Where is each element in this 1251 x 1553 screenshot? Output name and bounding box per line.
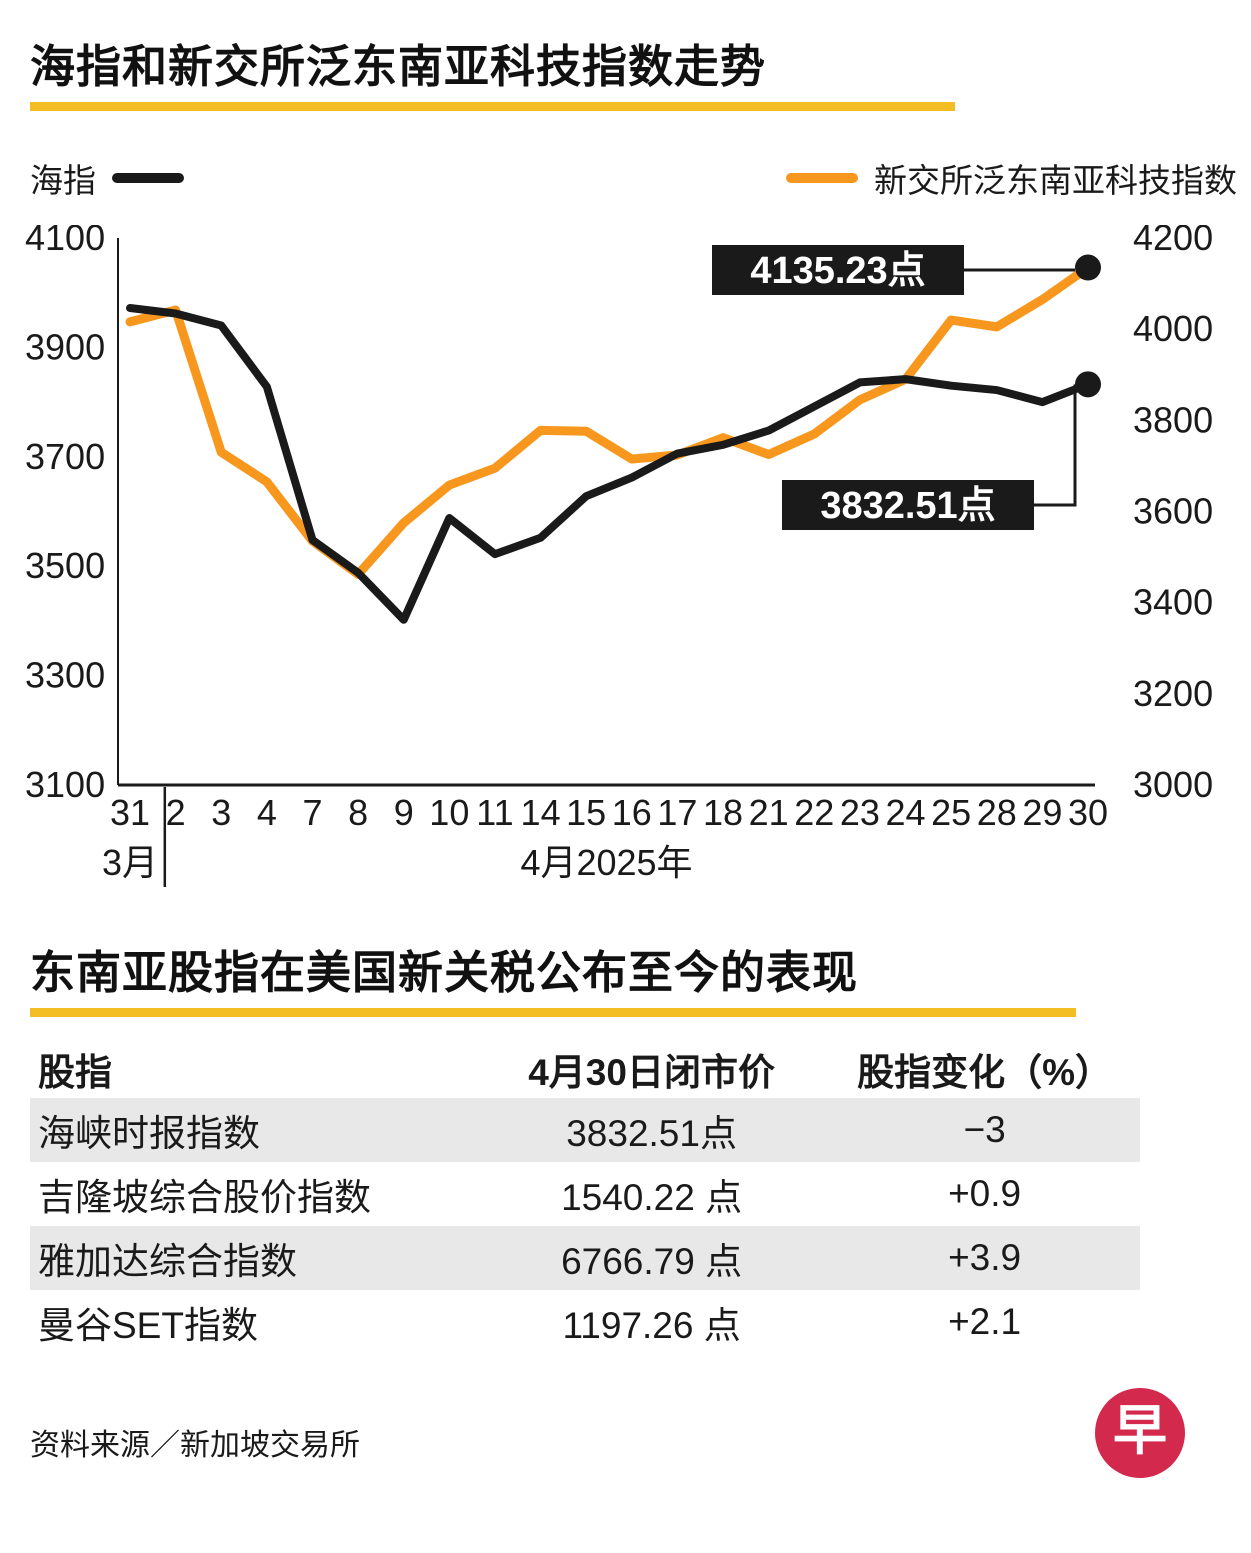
table-row: 曼谷SET指数 1197.26 点 +2.1: [30, 1290, 1140, 1354]
tech-series-line: [125, 263, 1093, 579]
x-axis-tick: 16: [612, 792, 652, 833]
left-axis-tick: 3700: [25, 436, 105, 477]
x-axis-tick: 17: [657, 792, 697, 833]
annotation-connector: [1034, 384, 1077, 507]
x-axis-tick: 18: [703, 792, 743, 833]
annotation-label: 3832.51点: [820, 485, 995, 527]
header-index: 股指: [38, 1052, 112, 1093]
right-axis-tick: 3800: [1133, 399, 1213, 440]
table-title-underline: [30, 1008, 1076, 1017]
left-axis-tick: 3900: [25, 326, 105, 367]
legend-tech-label: 新交所泛东南亚科技指数: [874, 162, 1237, 199]
x-axis-tick: 9: [394, 792, 414, 833]
table-row: 海峡时报指数 3832.51点 −3: [30, 1098, 1140, 1162]
x-axis-tick: 3: [211, 792, 231, 833]
right-axis-tick: 3400: [1133, 582, 1213, 623]
x-axis-tick: 29: [1022, 792, 1062, 833]
annotation-box: [712, 245, 964, 295]
table-header-row: 股指 4月30日闭市价 股指变化（%）: [30, 1040, 1140, 1098]
x-axis-tick: 21: [749, 792, 789, 833]
x-axis-tick: 4: [257, 792, 277, 833]
header-close-price: 4月30日闭市价: [528, 1052, 775, 1093]
table-title: 东南亚股指在美国新关税公布至今的表现: [30, 947, 859, 998]
right-axis-tick: 4200: [1133, 225, 1213, 258]
trend-chart: 3100 3300 3500 3700 3900 4100 3000 3200 3400 3600…: [25, 225, 1213, 887]
tech-line-swatch: [786, 173, 858, 183]
sti-series-line: [126, 304, 1092, 624]
change-value: +2.1: [948, 1301, 1022, 1342]
legend-item-sti: 海指: [30, 154, 184, 202]
right-axis-tick: 3000: [1133, 764, 1213, 805]
x-axis-tick: 25: [931, 792, 971, 833]
index-performance-table: 股指 4月30日闭市价 股指变化（%） 海峡时报指数 3832.51点 −3 吉…: [30, 1040, 1140, 1354]
left-axis-tick: 3300: [25, 655, 105, 696]
x-axis-tick: 10: [429, 792, 469, 833]
x-axis-tick: 22: [794, 792, 834, 833]
left-axis-tick: 3100: [25, 764, 105, 805]
index-name: 海峡时报指数: [38, 1113, 260, 1154]
right-axis-tick: 3600: [1133, 491, 1213, 532]
zaobao-logo: 早: [1095, 1388, 1185, 1478]
data-source: 资料来源／新加坡交易所: [30, 1429, 360, 1462]
x-axis-tick: 11: [476, 792, 513, 833]
sti-line-swatch: [112, 173, 184, 183]
right-axis-tick: 4000: [1133, 308, 1213, 349]
table-row: 雅加达综合指数 6766.79 点 +3.9: [30, 1226, 1140, 1290]
x-axis-tick: 14: [521, 792, 561, 833]
close-price: 1540.22 点: [561, 1177, 743, 1218]
index-name: 雅加达综合指数: [38, 1241, 297, 1282]
endpoint-dot: [1075, 254, 1101, 281]
x-axis-tick: 23: [840, 792, 880, 833]
chart-legend: 海指 新交所泛东南亚科技指数: [30, 158, 1237, 199]
change-value: +3.9: [948, 1237, 1022, 1278]
endpoint-dot: [1075, 371, 1101, 398]
month-label-march: 3月: [102, 842, 158, 883]
close-price: 1197.26 点: [562, 1305, 741, 1346]
x-axis-tick: 8: [348, 792, 368, 833]
x-axis-tick: 15: [566, 792, 606, 833]
header-change: 股指变化（%）: [857, 1052, 1113, 1093]
change-value: −3: [963, 1109, 1006, 1150]
index-name: 曼谷SET指数: [38, 1305, 258, 1346]
zaobao-logo-character: 早: [1113, 1401, 1167, 1461]
left-axis-tick: 4100: [25, 225, 105, 258]
month-label-april: 4月2025年: [520, 842, 692, 883]
x-axis-tick: 31: [110, 792, 150, 833]
legend-sti-label: 海指: [30, 162, 96, 199]
close-price: 6766.79 点: [561, 1241, 743, 1282]
x-axis-tick: 24: [886, 792, 926, 833]
x-axis-tick: 28: [977, 792, 1017, 833]
close-price: 3832.51点: [566, 1113, 737, 1154]
annotation-box: [782, 480, 1034, 530]
title-underline: [30, 102, 955, 111]
x-axis-tick: 7: [302, 792, 322, 833]
annotation-label: 4135.23点: [750, 250, 925, 292]
index-name: 吉隆坡综合股价指数: [38, 1177, 371, 1218]
chart-title: 海指和新交所泛东南亚科技指数走势: [30, 41, 767, 92]
table-row: 吉隆坡综合股价指数 1540.22 点 +0.9: [30, 1162, 1140, 1226]
right-axis-tick: 3200: [1133, 673, 1213, 714]
left-axis-tick: 3500: [25, 545, 105, 586]
x-axis-tick: 2: [166, 792, 186, 833]
x-axis-tick: 30: [1068, 792, 1108, 833]
legend-item-tech: 新交所泛东南亚科技指数: [786, 154, 1237, 202]
change-value: +0.9: [948, 1173, 1022, 1214]
